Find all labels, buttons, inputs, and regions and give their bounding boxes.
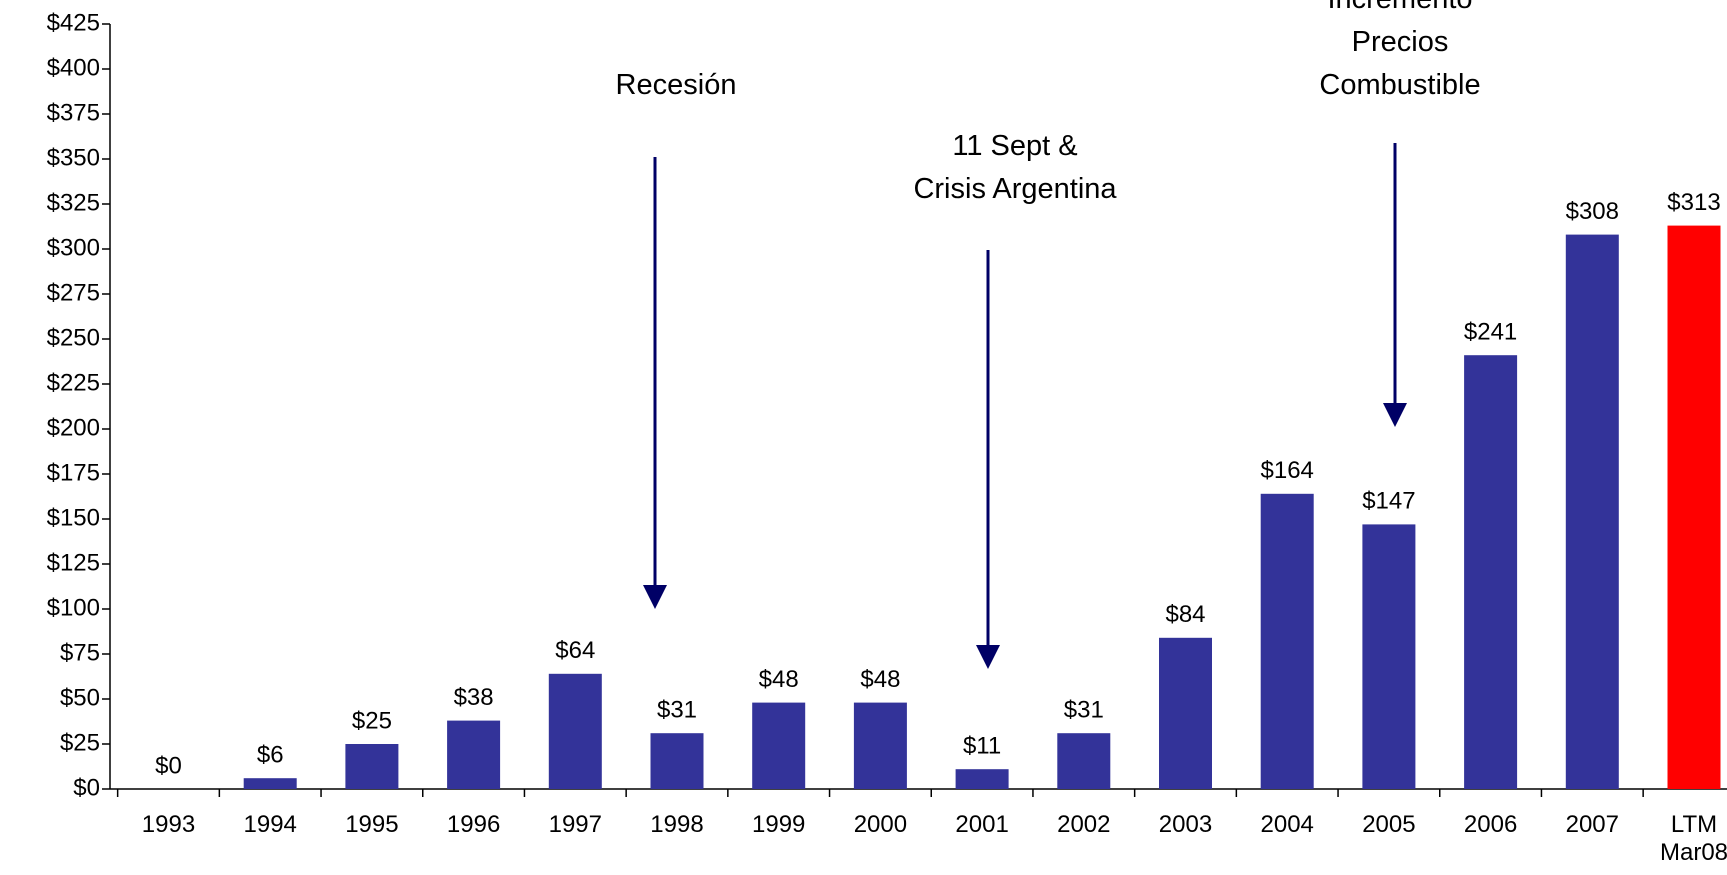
x-tick-label: 2002 — [1057, 811, 1111, 838]
y-tick-label: $125 — [47, 549, 100, 576]
value-label: $241 — [1464, 319, 1517, 346]
y-tick-label: $150 — [47, 504, 100, 531]
x-tick-label: 2004 — [1260, 811, 1314, 838]
y-tick-label: $50 — [60, 684, 100, 711]
value-label: $38 — [454, 684, 494, 711]
y-tick-label: $0 — [73, 774, 100, 801]
bar — [650, 733, 704, 789]
value-label: $0 — [155, 752, 182, 779]
x-tick-label: 2005 — [1362, 811, 1416, 838]
bar — [548, 673, 602, 789]
value-label: $11 — [963, 733, 1001, 760]
x-tick-label: 2006 — [1463, 811, 1518, 838]
annotation: Incremento Precios Combustible — [1319, 0, 1481, 101]
y-tick-label: $250 — [47, 324, 100, 351]
y-tick-label: $175 — [47, 459, 100, 486]
y-tick-label: $275 — [47, 279, 100, 306]
value-label: $31 — [1064, 697, 1104, 724]
arrow-head — [1383, 403, 1407, 427]
value-label: $25 — [352, 707, 392, 734]
x-tick-label: 2000 — [853, 811, 908, 838]
annotation: 11 Sept & Crisis Argentina — [913, 130, 1117, 205]
x-tick-label: 2003 — [1158, 811, 1213, 838]
x-tick-label: 1999 — [751, 811, 806, 838]
bar — [853, 702, 907, 789]
bar — [955, 769, 1009, 789]
y-tick-label: $425 — [47, 9, 100, 36]
bar — [1057, 733, 1111, 789]
bar — [1667, 225, 1721, 790]
x-tick-label: 1997 — [548, 811, 602, 838]
value-label: $164 — [1261, 457, 1314, 484]
value-label: $48 — [759, 666, 799, 693]
y-tick-label: $25 — [60, 729, 100, 756]
y-tick-label: $100 — [47, 594, 100, 621]
value-label: $313 — [1667, 189, 1720, 216]
value-label: $84 — [1165, 601, 1205, 628]
x-tick-label: 1995 — [345, 811, 399, 838]
bar — [1464, 355, 1518, 789]
bar — [243, 778, 297, 789]
value-label: $31 — [657, 697, 697, 724]
bar — [447, 720, 501, 789]
bar — [1260, 493, 1314, 789]
x-tick-label: 2001 — [955, 811, 1009, 838]
x-tick-label: 2007 — [1565, 811, 1619, 838]
x-tick-label: 1994 — [243, 811, 297, 838]
value-label: $64 — [555, 637, 595, 664]
arrow-head — [643, 585, 667, 609]
value-label: $308 — [1566, 198, 1619, 225]
y-tick-label: $400 — [47, 54, 100, 81]
value-label: $48 — [860, 666, 900, 693]
y-tick-label: $75 — [60, 639, 100, 666]
bar — [1362, 524, 1416, 789]
y-tick-label: $350 — [47, 144, 100, 171]
y-tick-label: $325 — [47, 189, 100, 216]
x-tick-label: 1996 — [446, 811, 501, 838]
value-label: $6 — [257, 742, 284, 769]
arrow-head — [976, 645, 1000, 669]
x-tick-label: LTM Mar08 — [1659, 811, 1727, 866]
bar — [345, 744, 399, 789]
x-tick-label: 1993 — [141, 811, 196, 838]
bar — [1159, 637, 1212, 789]
bar — [1565, 234, 1619, 790]
y-tick-label: $225 — [47, 369, 100, 396]
y-tick-label: $300 — [47, 234, 100, 261]
annotation: Recesión — [615, 69, 737, 101]
bar — [752, 702, 806, 789]
y-tick-label: $375 — [47, 99, 100, 126]
value-label: $147 — [1362, 488, 1415, 515]
x-tick-label: 1998 — [650, 811, 704, 838]
y-tick-label: $200 — [47, 414, 100, 441]
